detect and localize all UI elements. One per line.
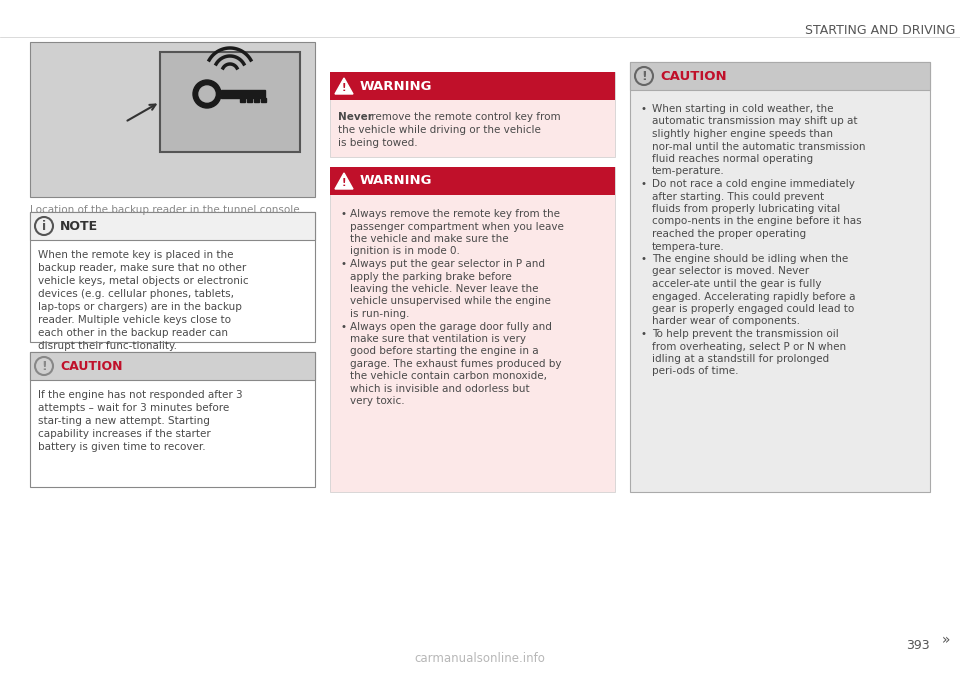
Text: Always put the gear selector in P and: Always put the gear selector in P and — [350, 259, 545, 269]
Text: Do not race a cold engine immediately: Do not race a cold engine immediately — [652, 179, 854, 189]
Text: devices (e.g. cellular phones, tablets,: devices (e.g. cellular phones, tablets, — [38, 289, 234, 299]
Text: •: • — [340, 259, 346, 269]
Text: !: ! — [41, 359, 47, 372]
FancyBboxPatch shape — [630, 62, 930, 90]
Text: carmanualsonline.info: carmanualsonline.info — [415, 652, 545, 665]
Polygon shape — [240, 98, 245, 102]
Text: the vehicle while driving or the vehicle: the vehicle while driving or the vehicle — [338, 125, 540, 135]
Text: Never: Never — [338, 112, 372, 122]
Text: passenger compartment when you leave: passenger compartment when you leave — [350, 221, 564, 232]
FancyBboxPatch shape — [30, 212, 315, 240]
Text: compo-nents in the engine before it has: compo-nents in the engine before it has — [652, 217, 862, 227]
Text: WARNING: WARNING — [360, 79, 433, 93]
Text: battery is given time to recover.: battery is given time to recover. — [38, 442, 205, 452]
Circle shape — [199, 86, 215, 102]
FancyBboxPatch shape — [30, 212, 315, 342]
Text: fluids from properly lubricating vital: fluids from properly lubricating vital — [652, 204, 840, 214]
Text: reader. Multiple vehicle keys close to: reader. Multiple vehicle keys close to — [38, 315, 231, 325]
Text: disrupt their func-tionality.: disrupt their func-tionality. — [38, 341, 177, 351]
Text: slightly higher engine speeds than: slightly higher engine speeds than — [652, 129, 833, 139]
Text: is run-ning.: is run-ning. — [350, 309, 409, 319]
FancyBboxPatch shape — [330, 72, 615, 100]
Text: engaged. Accelerating rapidly before a: engaged. Accelerating rapidly before a — [652, 292, 855, 301]
Text: gear is properly engaged could lead to: gear is properly engaged could lead to — [652, 304, 854, 314]
Text: after starting. This could prevent: after starting. This could prevent — [652, 192, 824, 202]
Circle shape — [193, 80, 221, 108]
FancyBboxPatch shape — [160, 52, 300, 152]
Text: vehicle unsupervised while the engine: vehicle unsupervised while the engine — [350, 297, 551, 307]
Text: remove the remote control key from: remove the remote control key from — [368, 112, 561, 122]
FancyBboxPatch shape — [330, 167, 615, 195]
Text: attempts – wait for 3 minutes before: attempts – wait for 3 minutes before — [38, 403, 229, 413]
Text: STARTING AND DRIVING: STARTING AND DRIVING — [804, 24, 955, 37]
FancyBboxPatch shape — [330, 167, 615, 492]
Text: the vehicle contain carbon monoxide,: the vehicle contain carbon monoxide, — [350, 372, 547, 382]
Text: •: • — [640, 104, 646, 114]
Text: good before starting the engine in a: good before starting the engine in a — [350, 347, 539, 357]
Text: is being towed.: is being towed. — [338, 138, 418, 148]
Polygon shape — [221, 90, 265, 98]
Text: fluid reaches normal operating: fluid reaches normal operating — [652, 154, 813, 164]
FancyBboxPatch shape — [330, 72, 615, 157]
Text: tempera-ture.: tempera-ture. — [652, 242, 725, 251]
FancyBboxPatch shape — [30, 42, 315, 197]
Text: •: • — [340, 322, 346, 332]
Text: NOTE: NOTE — [60, 219, 98, 232]
Text: i: i — [42, 219, 46, 232]
Text: CAUTION: CAUTION — [60, 359, 123, 372]
Text: vehicle keys, metal objects or electronic: vehicle keys, metal objects or electroni… — [38, 276, 249, 286]
Text: make sure that ventilation is very: make sure that ventilation is very — [350, 334, 526, 344]
Text: reached the proper operating: reached the proper operating — [652, 229, 806, 239]
Text: acceler-ate until the gear is fully: acceler-ate until the gear is fully — [652, 279, 822, 289]
Text: leaving the vehicle. Never leave the: leaving the vehicle. Never leave the — [350, 284, 539, 294]
Text: capability increases if the starter: capability increases if the starter — [38, 429, 211, 439]
Text: very toxic.: very toxic. — [350, 397, 404, 406]
Polygon shape — [247, 98, 252, 102]
Text: lap-tops or chargers) are in the backup: lap-tops or chargers) are in the backup — [38, 302, 242, 312]
Text: peri-ods of time.: peri-ods of time. — [652, 366, 738, 376]
FancyBboxPatch shape — [30, 352, 315, 380]
Text: !: ! — [342, 178, 347, 188]
Text: •: • — [640, 329, 646, 339]
Text: If the engine has not responded after 3: If the engine has not responded after 3 — [38, 390, 243, 400]
Text: idling at a standstill for prolonged: idling at a standstill for prolonged — [652, 354, 829, 364]
Text: CAUTION: CAUTION — [660, 70, 727, 83]
Text: When starting in cold weather, the: When starting in cold weather, the — [652, 104, 833, 114]
Text: which is invisible and odorless but: which is invisible and odorless but — [350, 384, 530, 394]
FancyBboxPatch shape — [30, 352, 315, 487]
Text: nor-mal until the automatic transmission: nor-mal until the automatic transmission — [652, 141, 866, 152]
FancyBboxPatch shape — [630, 62, 930, 492]
Text: Always open the garage door fully and: Always open the garage door fully and — [350, 322, 552, 332]
Text: 393: 393 — [906, 639, 930, 652]
Text: !: ! — [342, 83, 347, 93]
Polygon shape — [254, 98, 259, 102]
Polygon shape — [261, 98, 266, 102]
Text: star-ting a new attempt. Starting: star-ting a new attempt. Starting — [38, 416, 210, 426]
Text: automatic transmission may shift up at: automatic transmission may shift up at — [652, 116, 857, 127]
Text: !: ! — [641, 70, 647, 83]
Text: ignition is in mode 0.: ignition is in mode 0. — [350, 246, 460, 257]
Text: To help prevent the transmission oil: To help prevent the transmission oil — [652, 329, 839, 339]
Text: garage. The exhaust fumes produced by: garage. The exhaust fumes produced by — [350, 359, 562, 369]
Text: from overheating, select P or N when: from overheating, select P or N when — [652, 341, 846, 351]
Text: backup reader, make sure that no other: backup reader, make sure that no other — [38, 263, 247, 273]
Text: Always remove the remote key from the: Always remove the remote key from the — [350, 209, 560, 219]
Text: gear selector is moved. Never: gear selector is moved. Never — [652, 267, 809, 276]
Text: each other in the backup reader can: each other in the backup reader can — [38, 328, 228, 338]
Text: apply the parking brake before: apply the parking brake before — [350, 271, 512, 282]
Text: •: • — [640, 254, 646, 264]
Text: •: • — [340, 209, 346, 219]
Text: •: • — [640, 179, 646, 189]
Text: WARNING: WARNING — [360, 175, 433, 188]
Text: harder wear of components.: harder wear of components. — [652, 317, 800, 326]
Text: tem-perature.: tem-perature. — [652, 167, 725, 177]
Text: Location of the backup reader in the tunnel console.: Location of the backup reader in the tun… — [30, 205, 303, 215]
Text: When the remote key is placed in the: When the remote key is placed in the — [38, 250, 233, 260]
Text: The engine should be idling when the: The engine should be idling when the — [652, 254, 849, 264]
Polygon shape — [335, 173, 353, 189]
Text: the vehicle and make sure the: the vehicle and make sure the — [350, 234, 509, 244]
Polygon shape — [335, 78, 353, 94]
Text: »: » — [942, 633, 950, 647]
